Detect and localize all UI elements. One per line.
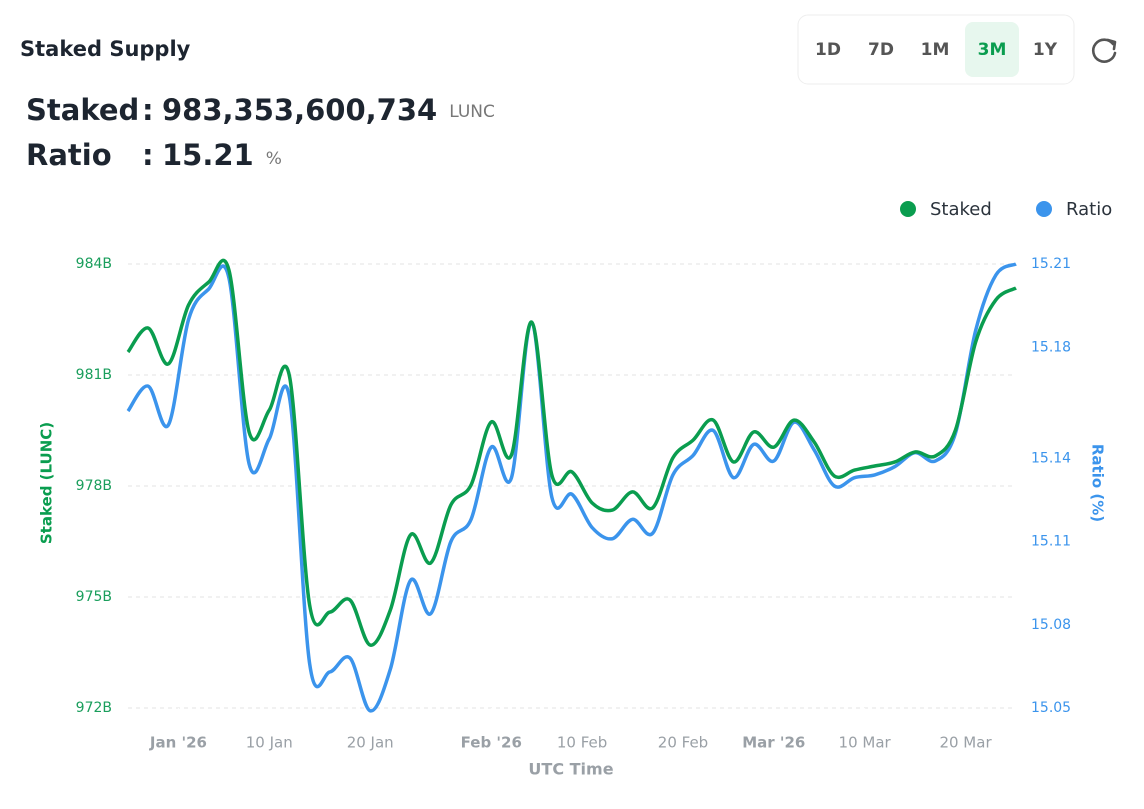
y2-tick-label: 15.21: [1031, 256, 1071, 272]
staked-sep: :: [142, 93, 154, 127]
legend-marker: [1036, 201, 1052, 217]
x-tick-label: 10 Jan: [246, 734, 293, 752]
x-tick-label: 20 Jan: [347, 734, 394, 752]
y2-tick-label: 15.14: [1031, 450, 1071, 466]
range-label: 7D: [868, 40, 894, 60]
range-label: 3M: [978, 40, 1007, 60]
range-button[interactable]: 7D: [868, 40, 894, 60]
ratio-label: Ratio: [26, 138, 112, 172]
range-label: 1M: [921, 40, 950, 60]
series-line: [126, 258, 1017, 647]
range-button[interactable]: 1D: [815, 40, 841, 60]
x-tick-label: 20 Mar: [939, 734, 992, 752]
staked-unit: LUNC: [449, 102, 495, 122]
y2-tick-label: 15.08: [1031, 617, 1071, 633]
y2-tick-label: 15.11: [1031, 534, 1071, 550]
title: Staked Supply: [20, 37, 191, 61]
range-label: 1D: [815, 40, 841, 60]
ratio-unit: %: [266, 149, 282, 169]
series-line: [126, 262, 1017, 713]
range-button[interactable]: 3M: [965, 22, 1019, 77]
y2-tick-label: 15.05: [1031, 700, 1071, 716]
legend-marker: [900, 201, 916, 217]
range-active-bg: [965, 22, 1019, 77]
legend-label: Staked: [930, 199, 992, 220]
ratio-sep: :: [142, 138, 154, 172]
y-tick-label: 972B: [76, 700, 112, 716]
range-button[interactable]: 1M: [921, 40, 950, 60]
x-tick-label: Mar '26: [742, 734, 805, 752]
legend-label: Ratio: [1066, 199, 1112, 220]
x-tick-label: 10 Mar: [839, 734, 892, 752]
range-button[interactable]: 1Y: [1033, 40, 1058, 60]
y2-axis-title: Ratio (%): [1089, 444, 1107, 522]
x-tick-label: 10 Feb: [557, 734, 607, 752]
x-tick-label: Jan '26: [149, 734, 207, 752]
y-tick-label: 984B: [76, 256, 112, 272]
y2-tick-label: 15.18: [1031, 339, 1071, 355]
ratio-value: 15.21: [162, 138, 254, 172]
refresh-button[interactable]: [1091, 38, 1117, 63]
staked-value: 983,353,600,734: [162, 93, 437, 127]
y-tick-label: 978B: [76, 478, 112, 494]
y-tick-label: 981B: [76, 367, 112, 383]
x-tick-label: Feb '26: [461, 734, 522, 752]
legend-item[interactable]: Ratio: [1036, 199, 1112, 220]
y-axis-title: Staked (LUNC): [38, 422, 56, 544]
x-axis-title: UTC Time: [528, 760, 613, 779]
range-label: 1Y: [1033, 40, 1058, 60]
staked-label: Staked: [26, 93, 139, 127]
y-tick-label: 975B: [76, 589, 112, 605]
x-tick-label: 20 Feb: [658, 734, 708, 752]
legend-item[interactable]: Staked: [900, 199, 992, 220]
